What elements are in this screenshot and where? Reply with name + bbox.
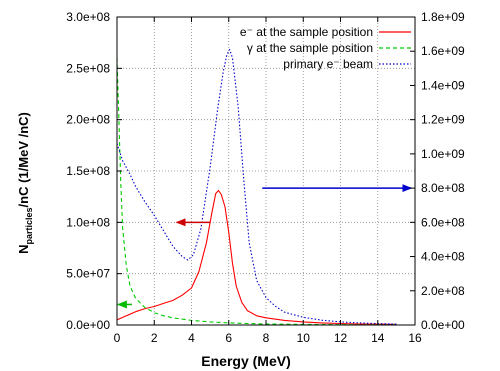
y-left-tick-label: 1.5e+08 — [66, 164, 110, 178]
x-tick-label: 12 — [334, 331, 348, 345]
y-right-tick-label: 1.0e+09 — [421, 147, 465, 161]
x-axis-title: Energy (MeV) — [201, 353, 290, 369]
grid — [117, 17, 415, 325]
x-tick-label: 14 — [371, 331, 385, 345]
x-tick-label: 0 — [114, 331, 121, 345]
legend-label-0: e⁻ at the sample position — [240, 25, 373, 39]
y-right-tick-label: 1.8e+09 — [421, 10, 465, 24]
x-tick-label: 2 — [151, 331, 158, 345]
x-tick-label: 6 — [225, 331, 232, 345]
y-axis-title-left: Nparticles/nC (1/MeV /nC) — [16, 112, 34, 254]
series-line-1 — [116, 58, 397, 326]
y-right-tick-label: 4.0e+08 — [421, 250, 465, 264]
y-right-tick-label: 6.0e+08 — [421, 215, 465, 229]
ticks-layer: 0 2 4 6 8 10 12 14 160.0e+005.0e+071.0e+081.5e+0… — [66, 10, 465, 345]
y-axis-title-subscript: particles — [24, 207, 34, 244]
arrow-layer — [116, 184, 413, 309]
y-right-tick-label: 8.0e+08 — [421, 181, 465, 195]
legend: e⁻ at the sample position γ at the sample… — [240, 25, 411, 71]
y-left-tick-label: 0.0e+00 — [66, 318, 110, 332]
legend-label-2: primary e⁻ beam — [283, 57, 373, 71]
y-right-tick-label: 0.0e+00 — [421, 318, 465, 332]
x-tick-label: 8 — [263, 331, 270, 345]
y-left-tick-label: 2.5e+08 — [66, 61, 110, 75]
y-right-tick-label: 1.2e+09 — [421, 113, 465, 127]
y-left-tick-label: 1.0e+08 — [66, 215, 110, 229]
y-axis-title-rest: /nC (1/MeV /nC) — [16, 112, 31, 207]
y-left-tick-label: 2.0e+08 — [66, 113, 110, 127]
y-right-tick-label: 1.4e+09 — [421, 78, 465, 92]
series-layer — [116, 48, 397, 326]
x-tick-label: 10 — [297, 331, 311, 345]
y-right-tick-label: 2.0e+08 — [421, 284, 465, 298]
y-left-tick-label: 3.0e+08 — [66, 10, 110, 24]
y-left-tick-label: 5.0e+07 — [66, 267, 110, 281]
series-line-2 — [116, 48, 397, 325]
x-tick-label: 4 — [188, 331, 195, 345]
series-line-0 — [116, 189, 397, 325]
y-axis-title-main: N — [16, 244, 31, 253]
legend-label-1: γ at the sample position — [247, 41, 373, 55]
x-tick-label: 16 — [408, 331, 422, 345]
y-right-tick-label: 1.6e+09 — [421, 44, 465, 58]
